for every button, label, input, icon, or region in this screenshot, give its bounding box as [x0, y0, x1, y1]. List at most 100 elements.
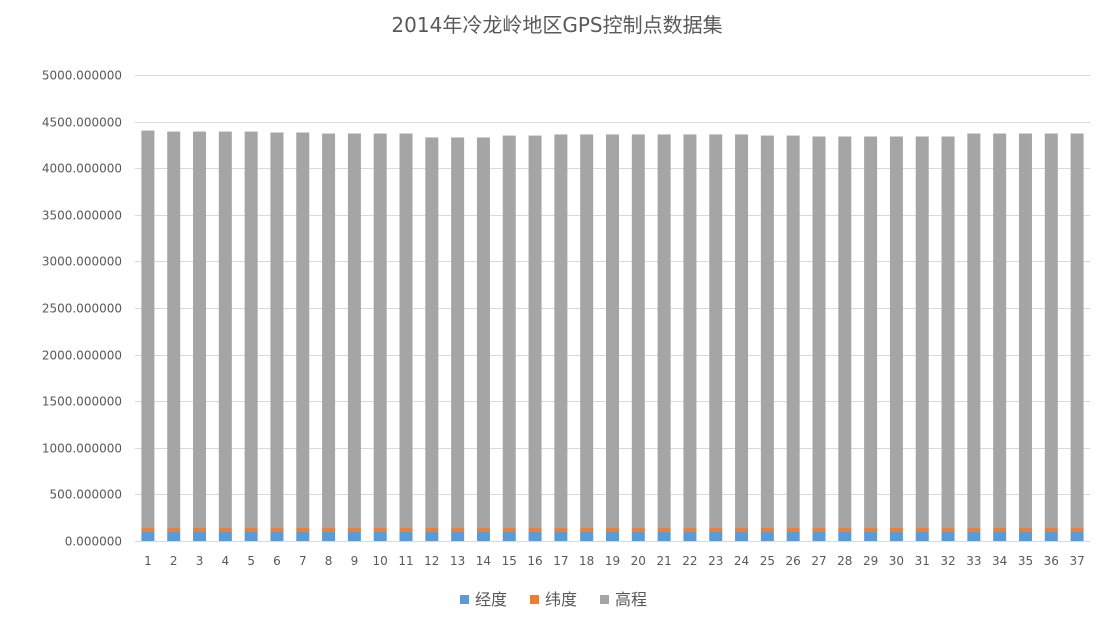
- bar-segment-1-35: [1018, 531, 1032, 541]
- x-tick-label: 19: [605, 554, 620, 568]
- bar-segment-2-31: [915, 528, 929, 532]
- bar-segment-2-32: [941, 528, 955, 532]
- bar-segment-1-29: [864, 531, 878, 541]
- legend: 经度 纬度 高程: [460, 590, 647, 609]
- y-tick-label: 4000.000000: [42, 162, 122, 176]
- bar-segment-1-19: [606, 531, 619, 541]
- bar-segment-2-15: [502, 528, 516, 532]
- bar-segment-1-25: [760, 531, 774, 541]
- y-tick-label: 3000.000000: [42, 255, 122, 269]
- bar-segment-3-18: [580, 134, 594, 529]
- bar-segment-3-37: [1070, 133, 1084, 529]
- bar-segment-1-34: [993, 531, 1007, 541]
- y-tick-label: 0.000000: [65, 535, 122, 549]
- bar-segment-2-19: [606, 528, 619, 532]
- bar-segment-3-34: [993, 133, 1007, 529]
- bar-segment-2-35: [1018, 528, 1032, 532]
- legend-swatch: [600, 595, 609, 604]
- x-tick-label: 25: [760, 554, 775, 568]
- bar-segment-2-20: [631, 528, 645, 532]
- bar-segment-3-7: [296, 132, 310, 529]
- bar-segment-2-9: [347, 528, 361, 532]
- x-tick-label: 3: [196, 554, 204, 568]
- x-tick-label: 26: [786, 554, 801, 568]
- x-tick-label: 36: [1044, 554, 1059, 568]
- bar-segment-2-21: [657, 528, 671, 532]
- bar-segment-3-6: [270, 132, 284, 529]
- bar-segment-2-11: [399, 528, 413, 532]
- bar-segment-3-36: [1044, 133, 1058, 529]
- bar-segment-3-4: [218, 131, 232, 529]
- bar-segment-2-13: [451, 528, 465, 532]
- bar-segment-3-31: [915, 136, 929, 529]
- bar-segment-3-19: [606, 134, 619, 529]
- bar-segment-3-5: [244, 131, 258, 529]
- bar-segment-3-26: [786, 135, 800, 529]
- bar-segment-2-17: [554, 528, 568, 532]
- bar-segment-2-12: [425, 528, 439, 532]
- bar-segment-2-34: [993, 528, 1007, 532]
- bar-segment-3-10: [373, 133, 387, 529]
- bar-segment-2-8: [322, 528, 336, 532]
- bar-segment-1-33: [967, 531, 981, 541]
- bar-segment-2-28: [838, 528, 852, 532]
- x-tick-label: 9: [351, 554, 359, 568]
- bar-segment-1-7: [296, 531, 310, 541]
- bar-segment-2-29: [864, 528, 878, 532]
- y-tick-label: 2500.000000: [42, 302, 122, 316]
- bar-segment-2-3: [193, 528, 207, 532]
- bar-segment-3-28: [838, 136, 852, 529]
- bar-segment-1-9: [347, 531, 361, 541]
- bar-segment-2-10: [373, 528, 387, 532]
- bar-segment-2-36: [1044, 528, 1058, 532]
- bar-segment-3-2: [167, 131, 181, 529]
- bar-segment-1-13: [451, 531, 465, 541]
- x-tick-label: 2: [170, 554, 178, 568]
- bar-segment-1-17: [554, 531, 568, 541]
- bar-segment-3-3: [193, 131, 207, 529]
- bar-segment-2-6: [270, 528, 284, 532]
- bar-segment-2-16: [528, 528, 542, 532]
- bar-segment-3-24: [735, 134, 749, 529]
- y-tick-label: 5000.000000: [42, 69, 122, 83]
- bar-segment-2-4: [218, 528, 232, 532]
- bar-segment-3-13: [451, 137, 465, 529]
- bar-segment-1-1: [141, 531, 155, 541]
- bar-segment-1-36: [1044, 531, 1058, 541]
- bar-segment-3-9: [347, 133, 361, 529]
- bar-segment-1-24: [735, 531, 749, 541]
- y-tick-label: 1500.000000: [42, 395, 122, 409]
- x-tick-label: 5: [247, 554, 255, 568]
- x-tick-label: 14: [476, 554, 491, 568]
- bar-segment-3-16: [528, 135, 542, 529]
- y-tick-label: 3500.000000: [42, 209, 122, 223]
- bar-segment-2-2: [167, 528, 181, 532]
- bar-segment-1-26: [786, 531, 800, 541]
- bar-segment-1-3: [193, 531, 207, 541]
- bar-segment-3-1: [141, 130, 155, 529]
- bar-segment-3-32: [941, 136, 955, 529]
- x-tick-label: 31: [915, 554, 930, 568]
- y-tick-label: 2000.000000: [42, 349, 122, 363]
- bar-segment-3-29: [864, 136, 878, 529]
- x-tick-label: 16: [527, 554, 542, 568]
- x-tick-label: 37: [1069, 554, 1084, 568]
- bar-segment-3-30: [889, 136, 903, 529]
- bar-segment-2-5: [244, 528, 258, 532]
- bar-segment-3-23: [709, 134, 723, 529]
- bar-segment-1-20: [631, 531, 645, 541]
- x-tick-label: 6: [273, 554, 281, 568]
- legend-label: 高程: [615, 590, 647, 609]
- bar-segment-3-11: [399, 133, 413, 529]
- x-tick-label: 33: [966, 554, 981, 568]
- bar-segment-1-31: [915, 531, 929, 541]
- legend-label: 经度: [475, 590, 507, 609]
- bar-segment-1-8: [322, 531, 336, 541]
- bar-segment-1-37: [1070, 531, 1084, 541]
- legend-swatch: [460, 595, 469, 604]
- bar-segment-1-21: [657, 531, 671, 541]
- x-tick-label: 15: [502, 554, 517, 568]
- bar-segment-3-20: [631, 134, 645, 529]
- x-tick-label: 10: [373, 554, 388, 568]
- bar-segment-3-14: [476, 137, 490, 529]
